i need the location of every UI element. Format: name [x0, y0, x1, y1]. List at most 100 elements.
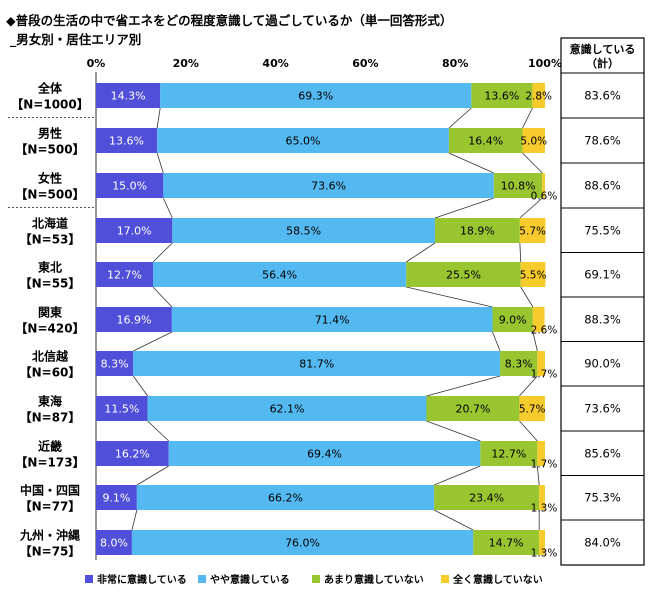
series-connector-line [426, 375, 501, 397]
series-connector-line [162, 197, 173, 219]
series-connector-line [522, 107, 533, 129]
series-connector-line [448, 152, 494, 174]
bar-segment-4 [537, 351, 545, 376]
total-value: 75.5% [584, 224, 621, 238]
series-connector-line [136, 465, 169, 486]
series-connector-line [433, 509, 474, 531]
bar-segment-1 [96, 396, 148, 421]
data-label: 2.8% [525, 91, 552, 103]
category-n-label: 【N=55】 [20, 276, 81, 291]
category-label: 東北 [38, 260, 62, 275]
category-n-label: 【N=420】 [15, 321, 84, 336]
data-label: 62.1% [270, 403, 305, 416]
bar-segment-2 [160, 83, 472, 108]
data-label: 66.2% [268, 492, 303, 505]
category-n-label: 【N=53】 [20, 232, 81, 247]
legend-label: 非常に意識している [97, 573, 187, 586]
data-label: 5.7% [519, 226, 546, 238]
series-connector-line [522, 152, 543, 174]
category-label: 北海道 [32, 216, 68, 231]
x-tick-label: 20% [173, 57, 199, 70]
total-value: 85.6% [584, 447, 621, 461]
category-label: 北信越 [32, 349, 69, 364]
chart-title: ◆普段の生活の中で省エネをどの程度意識して過ごしているか（単一回答形式） [6, 13, 453, 28]
bar-segment-3 [473, 530, 540, 555]
bar-segment-3 [471, 83, 533, 108]
totals-header-sub: （計） [586, 56, 619, 70]
data-label: 16.9% [116, 314, 151, 327]
total-value: 75.3% [584, 491, 621, 505]
totals-header-label: 意識している [570, 42, 636, 56]
bar-segment-2 [153, 262, 407, 287]
bar-segment-4 [522, 128, 545, 153]
series-connector-line [406, 286, 493, 308]
series-connector-line [448, 107, 472, 129]
data-label: 71.4% [315, 314, 350, 327]
data-label: 9.1% [102, 492, 130, 505]
x-tick-label: 0% [87, 57, 106, 70]
data-label: 8.3% [505, 358, 533, 371]
data-label: 5.0% [520, 136, 547, 148]
bar-segment-2 [172, 218, 435, 243]
legend-label: あまり意識していない [324, 573, 424, 586]
series-connector-line [406, 242, 436, 263]
data-label: 69.3% [298, 90, 333, 103]
category-n-label: 【N=500】 [15, 187, 84, 202]
category-label: 男性 [38, 126, 62, 141]
category-n-label: 【N=87】 [20, 410, 81, 425]
total-value: 78.6% [584, 134, 621, 148]
series-connector-line [536, 465, 540, 486]
data-label: 10.8% [501, 180, 536, 193]
data-label: 1.3% [531, 548, 558, 560]
data-label: 81.7% [299, 358, 334, 371]
data-label: 12.7% [491, 448, 526, 461]
data-label: 14.3% [111, 90, 146, 103]
totals-table-border [560, 37, 645, 566]
bar-segment-3 [434, 218, 520, 243]
category-n-label: 【N=1000】 [11, 97, 89, 112]
data-label: 13.6% [484, 90, 519, 103]
data-label: 17.0% [117, 225, 152, 238]
data-label: 5.5% [520, 270, 547, 282]
bar-segment-4 [532, 83, 545, 108]
bar-segment-1 [96, 128, 158, 153]
bar-segment-4 [539, 485, 545, 510]
category-n-label: 【N=173】 [15, 455, 84, 470]
legend-swatch [441, 575, 449, 583]
series-connector-line [519, 197, 543, 219]
bar-segment-4 [532, 307, 545, 332]
total-value: 88.6% [584, 179, 621, 193]
total-value: 88.3% [584, 313, 621, 327]
legend-swatch [312, 575, 320, 583]
series-connector-line [519, 420, 538, 442]
bar-segment-3 [480, 441, 538, 466]
data-label: 2.6% [531, 325, 558, 337]
legend-label: やや意識している [210, 573, 290, 586]
bar-segment-4 [519, 218, 546, 243]
data-label: 16.2% [115, 448, 150, 461]
data-label: 16.4% [468, 135, 503, 148]
series-connector-line [492, 331, 501, 352]
data-label: 76.0% [285, 537, 320, 550]
data-label: 0.6% [531, 191, 558, 203]
bar-segment-2 [168, 441, 481, 466]
series-connector-line [519, 242, 522, 263]
category-label: 近畿 [38, 439, 62, 454]
bar-segment-1 [96, 173, 164, 198]
total-value: 83.6% [584, 89, 621, 103]
data-label: 20.7% [455, 403, 490, 416]
category-label: 全体 [37, 81, 63, 96]
bar-segment-3 [492, 307, 533, 332]
series-connector-line [132, 375, 148, 397]
series-connector-line [519, 375, 538, 397]
bar-segment-2 [131, 530, 474, 555]
bar-segment-4 [542, 173, 545, 198]
data-label: 1.3% [531, 503, 558, 515]
bar-segment-3 [493, 173, 543, 198]
bar-segment-2 [163, 173, 494, 198]
bar-segment-1 [96, 262, 154, 287]
data-label: 73.6% [311, 180, 346, 193]
series-connector-line [433, 465, 481, 486]
chart-subtitle: _男女別・居住エリア別 [10, 32, 142, 47]
data-label: 1.7% [531, 459, 558, 471]
